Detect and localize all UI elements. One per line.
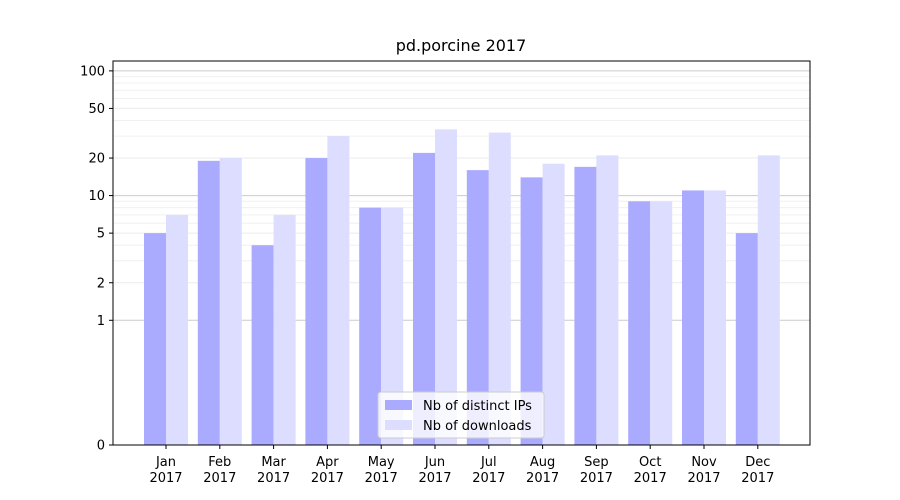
bar-downloads (166, 214, 188, 445)
x-tick-label-month: Jun (424, 455, 445, 470)
y-tick-label: 0 (97, 439, 105, 454)
x-tick-label-year: 2017 (149, 471, 182, 486)
bar-downloads (757, 155, 780, 445)
y-tick-label: 20 (88, 152, 105, 167)
x-tick-label-month: Oct (639, 455, 661, 470)
bars (144, 129, 780, 446)
legend-swatch (385, 400, 412, 410)
legend: Nb of distinct IPs Nb of downloads (377, 391, 545, 439)
x-tick-label-month: Dec (745, 455, 770, 470)
x-tick-label-year: 2017 (741, 471, 774, 486)
bar-downloads (381, 207, 404, 445)
bar-downloads (542, 163, 565, 445)
y-tick-label: 2 (97, 276, 105, 291)
x-tick-label-year: 2017 (526, 471, 559, 486)
x-tick-label-month: Mar (261, 455, 286, 470)
legend-box (377, 391, 545, 439)
x-tick-label-month: Apr (316, 455, 339, 470)
legend-label: Nb of distinct IPs (423, 399, 532, 414)
bar-downloads (488, 132, 511, 446)
bar-downloads (327, 136, 350, 446)
bar-downloads (435, 129, 457, 446)
y-tick-label: 5 (97, 227, 105, 242)
bar-distinct-ips (251, 245, 274, 445)
bar-downloads (273, 214, 296, 445)
bar-distinct-ips (413, 152, 435, 445)
x-tick-label-month: Nov (691, 455, 717, 470)
y-tick-label: 100 (80, 64, 105, 79)
chart-title: pd.porcine 2017 (396, 36, 527, 55)
x-tick-label-year: 2017 (418, 471, 451, 486)
x-tick-label-month: Sep (584, 455, 609, 470)
x-tick-label-year: 2017 (311, 471, 344, 486)
bar-distinct-ips (628, 201, 651, 445)
y-tick-label: 10 (88, 189, 105, 204)
x-tick-label-year: 2017 (365, 471, 398, 486)
bar-distinct-ips (735, 233, 758, 445)
x-tick-label-year: 2017 (472, 471, 505, 486)
bar-distinct-ips (520, 177, 543, 445)
y-axis: 0 1 2 5 10 20 50 100 (80, 64, 113, 454)
y-tick-label: 1 (97, 314, 105, 329)
legend-label: Nb of downloads (423, 419, 532, 434)
x-tick-label-year: 2017 (687, 471, 720, 486)
x-tick-label-month: May (368, 455, 395, 470)
x-tick-label-year: 2017 (257, 471, 290, 486)
bar-distinct-ips (197, 160, 220, 445)
bar-distinct-ips (682, 190, 704, 445)
x-tick-label-month: Aug (530, 455, 555, 470)
bar-downloads (704, 190, 726, 445)
bar-downloads (596, 155, 619, 445)
x-tick-label-month: Jan (155, 455, 176, 470)
bar-downloads (219, 158, 242, 445)
x-tick-label-year: 2017 (580, 471, 613, 486)
x-tick-label-year: 2017 (634, 471, 667, 486)
bar-distinct-ips (305, 158, 328, 445)
y-tick-label: 50 (88, 102, 105, 117)
bar-distinct-ips (466, 170, 489, 445)
bar-distinct-ips (144, 233, 166, 445)
x-tick-label-year: 2017 (203, 471, 236, 486)
x-tick-label-month: Feb (208, 455, 231, 470)
x-axis: Jan2017Feb2017Mar2017Apr2017May2017Jun20… (149, 445, 774, 486)
legend-swatch (385, 420, 412, 430)
bar-downloads (650, 201, 673, 445)
x-tick-label-month: Jul (480, 455, 497, 470)
plot-frame (112, 60, 811, 446)
bar-distinct-ips (574, 166, 597, 445)
bar-distinct-ips (359, 207, 382, 445)
